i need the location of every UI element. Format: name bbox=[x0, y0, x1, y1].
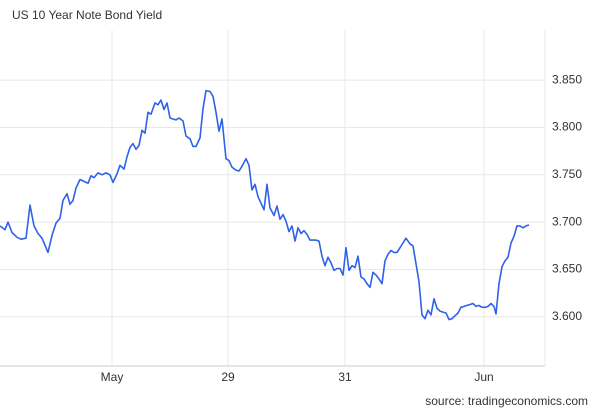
y-tick-label: 3.750 bbox=[552, 167, 582, 181]
x-tick-label: Jun bbox=[474, 370, 493, 384]
data-line bbox=[0, 89, 530, 321]
source-note: source: tradingeconomics.com bbox=[425, 394, 588, 408]
chart-title: US 10 Year Note Bond Yield bbox=[12, 8, 162, 22]
y-tick-label: 3.800 bbox=[552, 120, 582, 134]
x-tick-label: 31 bbox=[338, 370, 352, 384]
y-tick-label: 3.850 bbox=[552, 72, 582, 86]
y-tick-label: 3.600 bbox=[552, 309, 582, 323]
y-tick-label: 3.700 bbox=[552, 214, 582, 228]
y-tick-label: 3.650 bbox=[552, 262, 582, 276]
x-tick-label: May bbox=[101, 370, 124, 384]
x-tick-label: 29 bbox=[221, 370, 235, 384]
